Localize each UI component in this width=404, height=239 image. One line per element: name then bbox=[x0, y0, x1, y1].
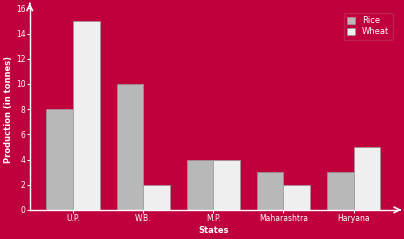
Bar bbox=[73, 21, 100, 210]
Bar bbox=[116, 84, 143, 210]
Bar bbox=[187, 159, 213, 210]
Y-axis label: Production (in tonnes): Production (in tonnes) bbox=[4, 56, 13, 163]
X-axis label: States: States bbox=[198, 226, 229, 235]
Legend: Rice, Wheat: Rice, Wheat bbox=[344, 13, 393, 40]
Bar bbox=[46, 109, 73, 210]
Bar bbox=[284, 185, 310, 210]
Bar bbox=[257, 172, 284, 210]
Bar bbox=[327, 172, 354, 210]
Bar bbox=[354, 147, 380, 210]
Bar bbox=[213, 159, 240, 210]
Bar bbox=[143, 185, 170, 210]
